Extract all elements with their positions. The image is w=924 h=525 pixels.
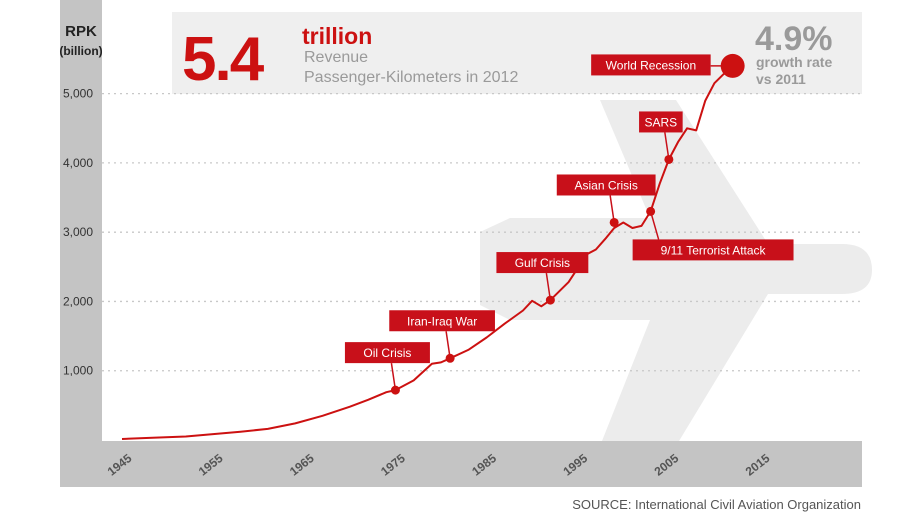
y-axis-panel (60, 0, 102, 441)
event-point (545, 295, 555, 305)
y-tick-label: 4,000 (63, 156, 93, 170)
event-label-box (639, 111, 683, 133)
event-label-box (496, 252, 589, 274)
event-label-box (556, 174, 656, 196)
event-label: Asian Crisis (574, 178, 637, 192)
event-label: Iran-Iraq War (407, 314, 477, 328)
y-tick-label: 1,000 (63, 364, 93, 378)
event-label-box (632, 239, 794, 261)
y-tick-label: 3,000 (63, 225, 93, 239)
event-leader (545, 272, 552, 301)
airplane-icon (480, 100, 872, 446)
y-tick-label: 2,000 (63, 294, 93, 308)
event-marker-gulf-crisis: Gulf Crisis (496, 252, 589, 305)
event-marker-9-11-terrorist-attack: 9/11 Terrorist Attack (632, 206, 794, 261)
event-leader (445, 331, 451, 359)
event-label: World Recession (606, 58, 696, 72)
headline-value: 5.4 (182, 25, 265, 94)
event-marker-world-recession: World Recession (591, 53, 745, 78)
event-point (390, 385, 400, 395)
header-band (172, 12, 862, 94)
event-point (720, 53, 745, 78)
event-point (609, 217, 619, 227)
y-axis-title: RPK (65, 23, 97, 40)
event-marker-sars: SARS (639, 111, 683, 164)
event-leader (609, 195, 615, 223)
headline-line2: Passenger-Kilometers in 2012 (304, 69, 518, 86)
event-leader (649, 211, 660, 240)
growth-line1: growth rate (756, 54, 832, 70)
source-note: SOURCE: International Civil Aviation Org… (572, 497, 861, 512)
event-label-box (389, 310, 495, 332)
headline-line1: Revenue (304, 49, 368, 66)
event-label: 9/11 Terrorist Attack (661, 243, 767, 257)
event-marker-iran-iraq-war: Iran-Iraq War (389, 310, 495, 363)
event-leader (390, 363, 397, 391)
event-label-box (344, 342, 430, 364)
event-point (646, 206, 656, 216)
grid-lines (102, 92, 860, 372)
y-tick-labels: 1,000 2,000 3,000 4,000 5,000 (63, 87, 93, 378)
event-marker-oil-crisis: Oil Crisis (344, 342, 430, 395)
event-label: Oil Crisis (363, 346, 411, 360)
y-axis-unit: (billion) (59, 44, 102, 58)
growth-line2: vs 2011 (756, 71, 806, 87)
event-point (664, 154, 674, 164)
headline-unit: trillion (302, 23, 372, 49)
event-label: SARS (645, 115, 678, 129)
event-label-box (591, 54, 711, 76)
event-label: Gulf Crisis (515, 256, 570, 270)
event-marker-asian-crisis: Asian Crisis (556, 174, 656, 227)
event-point (445, 353, 455, 363)
x-axis-panel (60, 441, 862, 487)
growth-value: 4.9% (755, 20, 833, 58)
event-leader (664, 132, 670, 160)
event-layer: Oil Crisis Iran-Iraq War Gulf Crisis Asian … (344, 53, 794, 395)
y-tick-label: 5,000 (63, 87, 93, 101)
